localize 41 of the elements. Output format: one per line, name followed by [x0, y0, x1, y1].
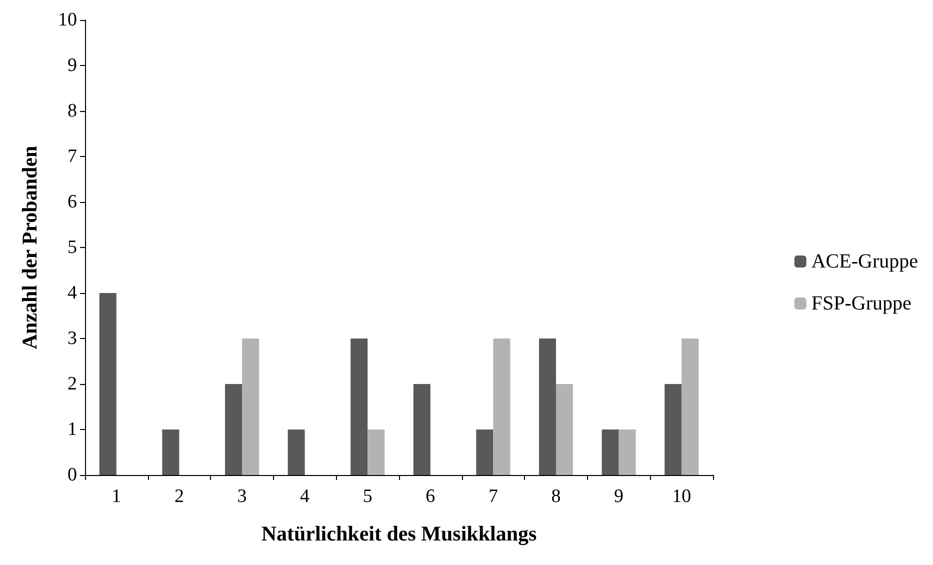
- bar: [162, 430, 180, 475]
- y-tick-label: 2: [68, 374, 77, 394]
- x-tick-label: 9: [614, 486, 624, 507]
- bar: [556, 384, 573, 475]
- bar: [602, 430, 619, 475]
- x-axis-title: Natürlichkeit des Musikklangs: [261, 522, 537, 546]
- y-tick-label: 7: [68, 146, 77, 167]
- bar: [618, 430, 636, 475]
- legend-label: FSP-Gruppe: [811, 292, 912, 314]
- bar: [242, 338, 259, 475]
- bar: [368, 430, 385, 475]
- y-tick-label: 3: [68, 328, 77, 349]
- y-tick-label: 6: [68, 192, 77, 212]
- x-tick-label: 1: [112, 486, 122, 507]
- y-tick-label: 5: [68, 237, 77, 258]
- x-tick-label: 8: [551, 486, 561, 507]
- y-tick-label: 10: [58, 10, 77, 30]
- bar: [664, 384, 682, 475]
- bar: [350, 338, 368, 475]
- y-tick-label: 0: [68, 464, 77, 486]
- bar: [99, 293, 116, 475]
- x-tick-label: 10: [672, 486, 692, 507]
- y-tick-label: 9: [68, 55, 77, 76]
- bar: [413, 384, 430, 475]
- y-tick-label: 8: [68, 100, 77, 122]
- x-tick-label: 3: [237, 486, 247, 507]
- x-tick-label: 2: [174, 486, 184, 507]
- y-axis-title: Anzahl der Probanden: [18, 145, 42, 350]
- bar: [476, 430, 494, 475]
- y-tick-label: 4: [68, 282, 78, 304]
- x-tick-label: 6: [426, 486, 436, 507]
- x-tick-label: 5: [362, 486, 372, 507]
- bar: [682, 338, 699, 475]
- legend-label: ACE-Gruppe: [811, 250, 918, 272]
- x-tick-label: 4: [300, 486, 310, 507]
- x-tick-label: 7: [488, 486, 498, 507]
- y-tick-label: 1: [68, 419, 77, 440]
- bar: [493, 338, 510, 475]
- bar: [225, 384, 242, 475]
- bar: [288, 430, 305, 475]
- bar: [539, 338, 556, 475]
